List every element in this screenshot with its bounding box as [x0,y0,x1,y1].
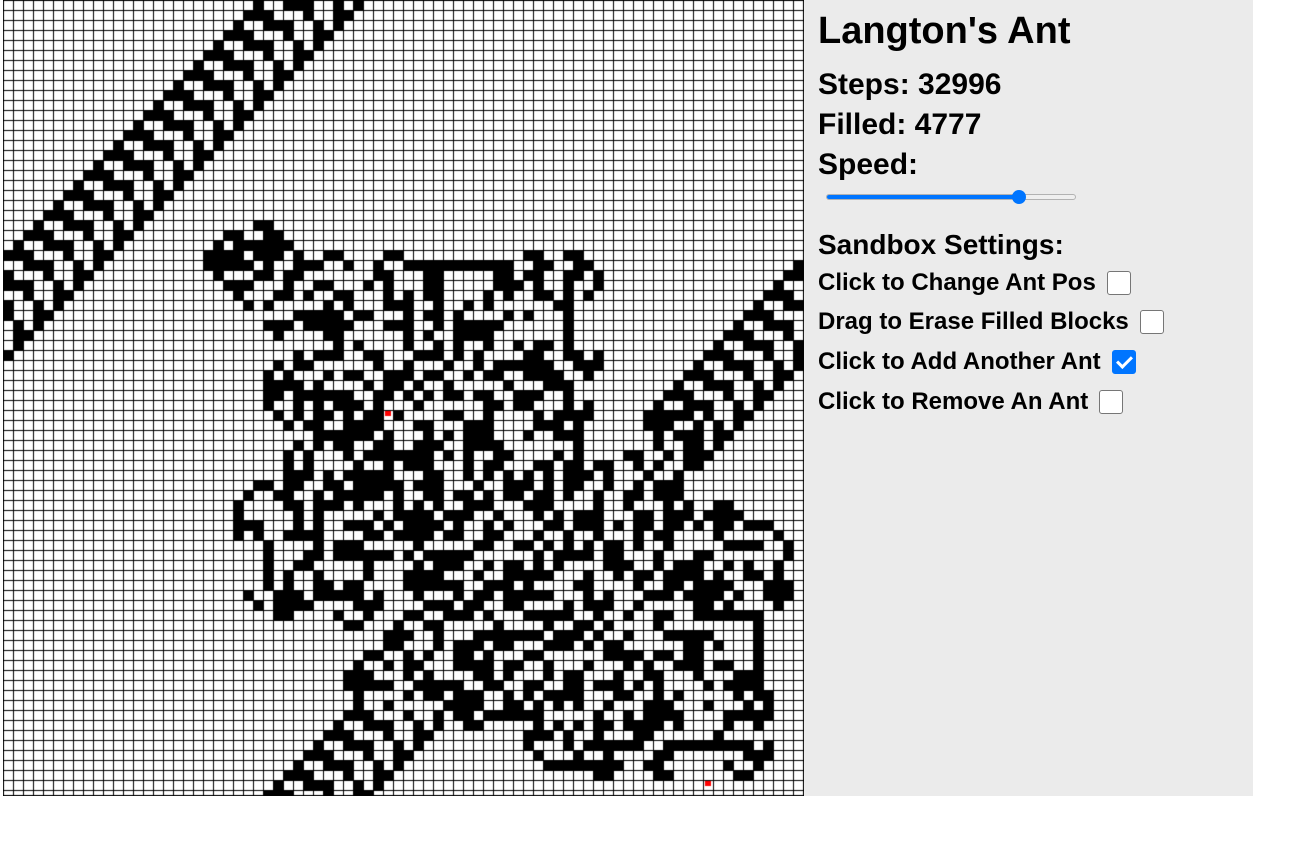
ant-grid-canvas[interactable] [3,0,804,796]
option-change-ant-pos-label: Click to Change Ant Pos [818,269,1096,296]
option-erase-filled[interactable]: Drag to Erase Filled Blocks [818,307,1164,337]
option-change-ant-pos[interactable]: Click to Change Ant Pos [818,268,1131,298]
option-remove-ant-label: Click to Remove An Ant [818,388,1089,415]
remove-ant-checkbox[interactable] [1099,390,1124,414]
ant-grid-board[interactable] [3,0,804,796]
erase-filled-checkbox[interactable] [1139,310,1164,334]
option-add-ant-label: Click to Add Another Ant [818,348,1101,375]
filled-counter: Filled: 4777 [818,108,982,141]
control-panel: Langton's Ant Steps: 32996 Filled: 4777 … [804,0,1253,796]
page-title: Langton's Ant [818,10,1071,52]
add-ant-checkbox[interactable] [1111,350,1136,374]
option-add-ant[interactable]: Click to Add Another Ant [818,347,1136,377]
speed-label: Speed: [818,148,919,181]
speed-slider-fill [827,195,1021,199]
steps-counter: Steps: 32996 [818,68,1002,101]
speed-slider[interactable] [826,187,1076,209]
speed-slider-track[interactable] [826,194,1076,200]
sandbox-settings-heading: Sandbox Settings: [818,229,1064,260]
speed-slider-thumb[interactable] [1012,190,1027,204]
change-ant-pos-checkbox[interactable] [1106,271,1131,295]
option-remove-ant[interactable]: Click to Remove An Ant [818,387,1124,417]
option-erase-filled-label: Drag to Erase Filled Blocks [818,308,1129,335]
